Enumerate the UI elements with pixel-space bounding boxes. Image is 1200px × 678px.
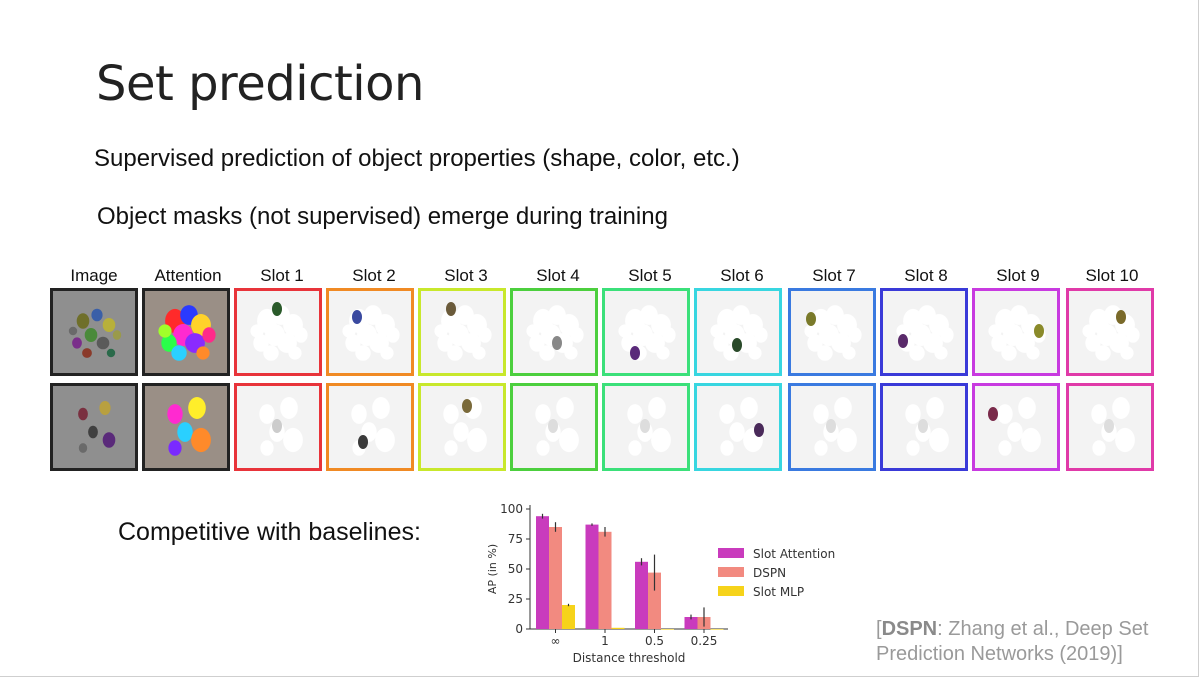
header-slot-3: Slot 3 (444, 266, 488, 285)
bar-slot-mlp (562, 605, 575, 629)
row1-image-tile (50, 288, 138, 376)
y-tick-label: 0 (515, 622, 523, 636)
row1-slot-8-tile (880, 288, 968, 376)
header-slot-1: Slot 1 (260, 266, 304, 285)
row2-slot-4-tile (510, 383, 598, 471)
bar-dspn (549, 527, 562, 629)
citation: [DSPN: Zhang et al., Deep Set Prediction… (876, 617, 1148, 667)
legend-label: Slot Attention (753, 547, 835, 561)
citation-authors: : Zhang et al., Deep Set (937, 618, 1149, 640)
bar-slot-mlp (611, 627, 625, 629)
row2-image-tile (50, 383, 138, 471)
row1-slot-5-tile (602, 288, 690, 376)
x-tick-label: 0.5 (645, 634, 664, 648)
bar-dspn (648, 572, 661, 629)
row1-slot-7-tile (788, 288, 876, 376)
x-tick-label: 0.25 (691, 634, 718, 648)
legend-label: DSPN (753, 566, 786, 580)
bar-slot-attention (536, 516, 549, 629)
header-slot-8: Slot 8 (904, 266, 948, 285)
y-tick-label: 100 (500, 502, 523, 516)
row2-slot-7-tile (788, 383, 876, 471)
row1-slot-10-tile (1066, 288, 1154, 376)
y-tick-label: 75 (508, 532, 523, 546)
bar-slot-attention (635, 561, 648, 629)
header-image: Image (70, 266, 118, 285)
header-slot-6: Slot 6 (720, 266, 764, 285)
bar-slot-attention (684, 617, 698, 629)
row2-slot-3-tile (418, 383, 506, 471)
row1-slot-9-tile (972, 288, 1060, 376)
legend-swatch (718, 567, 744, 577)
y-axis-label: AP (in %) (486, 544, 499, 594)
slide-title: Set prediction (96, 56, 424, 112)
row2-slot-9-tile (972, 383, 1060, 471)
x-tick-label: 1 (601, 634, 609, 648)
row2-slot-6-tile (694, 383, 782, 471)
row1-slot-1-tile (234, 288, 322, 376)
bar-slot-mlp (661, 629, 674, 630)
header-slot-4: Slot 4 (536, 266, 580, 285)
header-slot-9: Slot 9 (996, 266, 1040, 285)
row2-slot-8-tile (880, 383, 968, 471)
bar-slot-mlp (710, 629, 724, 630)
header-attention: Attention (154, 266, 222, 285)
row1-slot-6-tile (694, 288, 782, 376)
row2-slot-1-tile (234, 383, 322, 471)
row1-slot-4-tile (510, 288, 598, 376)
row1-slot-2-tile (326, 288, 414, 376)
bar-dspn (598, 531, 612, 629)
header-slot-10: Slot 10 (1085, 266, 1139, 285)
header-slot-5: Slot 5 (628, 266, 672, 285)
bullet-competitive: Competitive with baselines: (118, 518, 421, 546)
ap-bar-chart-svg: 0 25 50 75 100 AP (in %) ∞ 1 0.5 0.25 Distance thr… (486, 502, 835, 665)
bar-slot-attention (585, 524, 599, 629)
citation-dspn: DSPN (881, 618, 938, 640)
header-slot-2: Slot 2 (352, 266, 396, 285)
y-tick-label: 25 (508, 592, 523, 606)
ap-bar-chart: 0 25 50 75 100 AP (in %) ∞ 1 0.5 0.25 Distance thr… (478, 494, 858, 670)
legend-swatch (718, 548, 744, 558)
x-tick-label: ∞ (551, 634, 561, 648)
citation-line2: Prediction Networks (2019)] (876, 643, 1123, 665)
bullet-supervised-prediction: Supervised prediction of object properti… (94, 145, 740, 172)
citation-open: [ (876, 618, 882, 640)
row2-slot-5-tile (602, 383, 690, 471)
row2-attention-tile (142, 383, 230, 471)
header-slot-7: Slot 7 (812, 266, 856, 285)
x-axis-label: Distance threshold (573, 651, 686, 665)
row2-slot-10-tile (1066, 383, 1154, 471)
row1-slot-3-tile (418, 288, 506, 376)
bullet-object-masks: Object masks (not supervised) emerge dur… (97, 203, 668, 230)
y-tick-label: 50 (508, 562, 523, 576)
row1-attention-tile (142, 288, 230, 376)
grid-column-headers: Image Attention Slot 1 Slot 2 Slot 3 Slo… (48, 266, 1158, 288)
legend-swatch (718, 586, 744, 596)
legend-label: Slot MLP (753, 585, 804, 599)
row2-slot-2-tile (326, 383, 414, 471)
